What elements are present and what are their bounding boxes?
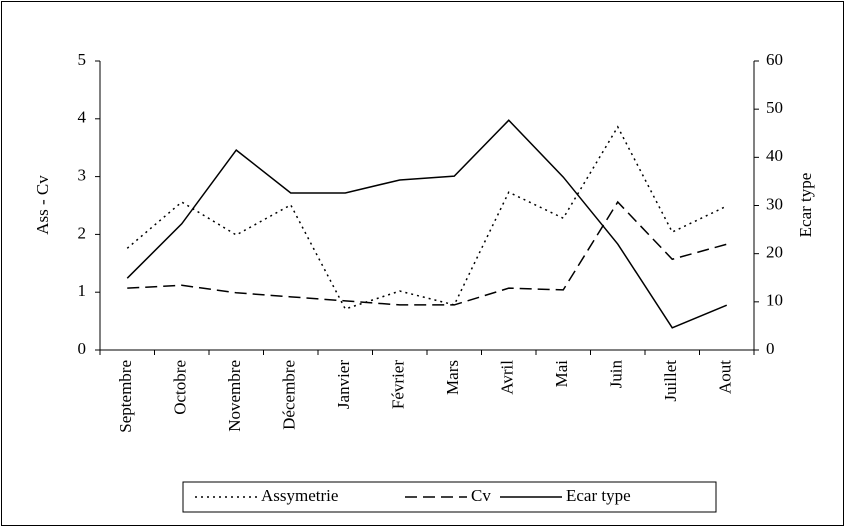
y2-tick-label: 30 — [766, 194, 783, 213]
y-tick-label: 2 — [78, 223, 87, 242]
y2-tick-label: 50 — [766, 98, 783, 117]
x-tick-label: Décembre — [280, 360, 299, 430]
legend-label: Assymetrie — [261, 486, 338, 505]
x-tick-label: Juillet — [661, 360, 680, 402]
legend-label: Ecar type — [566, 486, 631, 505]
y2-tick-label: 20 — [766, 243, 783, 262]
y2-tick-label: 60 — [766, 50, 783, 69]
x-tick-label: Mai — [552, 360, 571, 388]
line-series — [127, 200, 727, 306]
y-tick-label: 4 — [78, 108, 87, 127]
x-tick-label: Juin — [607, 360, 626, 389]
y2-tick-label: 40 — [766, 146, 783, 165]
x-tick-label: Novembre — [225, 360, 244, 432]
y-tick-label: 3 — [78, 166, 87, 185]
x-tick-label: Mars — [443, 360, 462, 395]
x-tick-label: Février — [389, 360, 408, 409]
x-tick-label: Septembre — [116, 360, 135, 433]
y2-tick-label: 10 — [766, 291, 783, 310]
y-tick-label: 5 — [78, 50, 87, 69]
x-tick-label: Avril — [498, 360, 517, 395]
y-tick-label: 0 — [78, 339, 87, 358]
line-series — [126, 119, 728, 329]
legend-label: Cv — [471, 486, 491, 505]
y2-tick-label: 0 — [766, 339, 775, 358]
y-tick-label: 1 — [78, 281, 87, 300]
x-tick-label: Janvier — [334, 360, 353, 409]
y-axis-label: Ass - Cv — [33, 175, 52, 235]
x-tick-label: Octobre — [171, 360, 190, 415]
y2-axis-label: Ecar type — [796, 173, 815, 238]
x-tick-label: Aout — [716, 360, 735, 394]
